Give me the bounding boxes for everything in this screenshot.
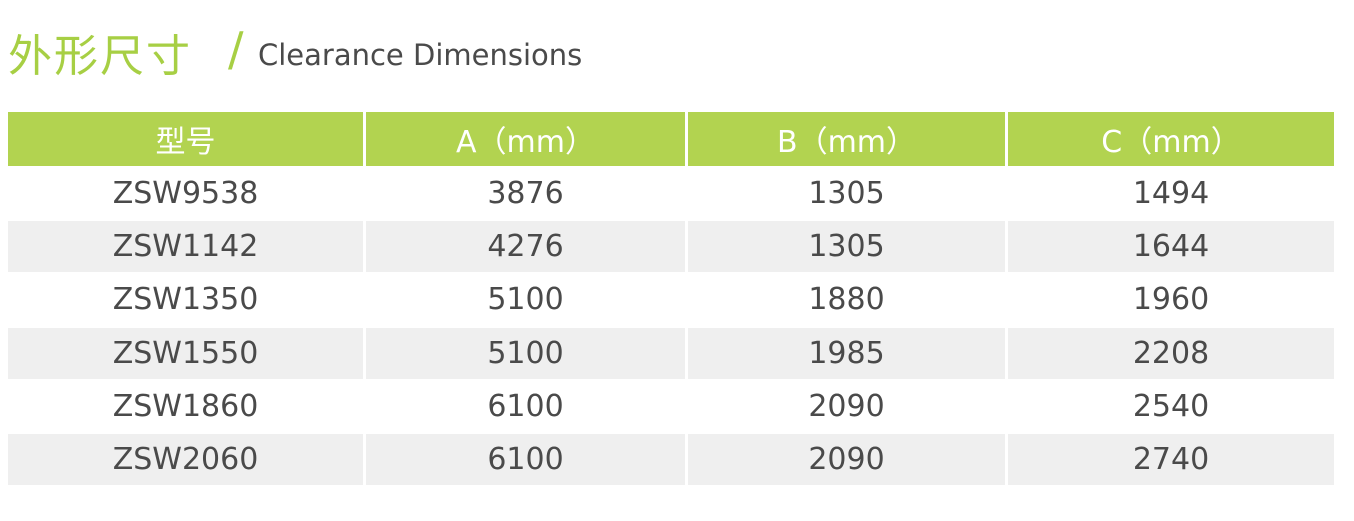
table-cell: 2208	[1008, 327, 1334, 379]
table-cell: ZSW1550	[8, 327, 363, 379]
table-cell: 1960	[1132, 282, 1210, 318]
table-cell: 6100	[487, 388, 564, 424]
table-cell: 2540	[1132, 388, 1210, 424]
table-cell: 6100	[366, 434, 685, 485]
header-cell: A（mm）	[366, 112, 685, 166]
table-cell: ZSW1350	[112, 282, 259, 318]
table-cell: ZSW1142	[8, 221, 363, 273]
table-cell: 1305	[808, 176, 885, 211]
table-cell: 1880	[808, 282, 885, 318]
header-cell: B（mm）	[688, 112, 1005, 166]
table-cell: 5100	[366, 327, 685, 379]
table-cell: 2740	[1008, 434, 1334, 485]
table-cell: 1305	[688, 221, 1005, 273]
table-cell: ZSW9538	[112, 176, 259, 211]
table-cell: ZSW1860	[112, 388, 259, 424]
table-cell: 4276	[366, 221, 685, 273]
table-cell: 1494	[1132, 176, 1210, 211]
header-cell: C（mm）	[1008, 112, 1334, 166]
title-slash: /	[228, 22, 244, 76]
table-cell: 3876	[487, 176, 564, 211]
table-cell: 2090	[688, 434, 1005, 485]
title-cn: 外形尺寸	[8, 31, 192, 82]
header-cell: 型号	[8, 112, 363, 166]
table-cell: 2090	[808, 388, 885, 424]
title-en: Clearance Dimensions	[258, 38, 583, 72]
table-cell: 1644	[1008, 221, 1334, 273]
table-cell: 5100	[487, 282, 564, 318]
table-cell: ZSW2060	[8, 434, 363, 485]
table-cell: 1985	[688, 327, 1005, 379]
